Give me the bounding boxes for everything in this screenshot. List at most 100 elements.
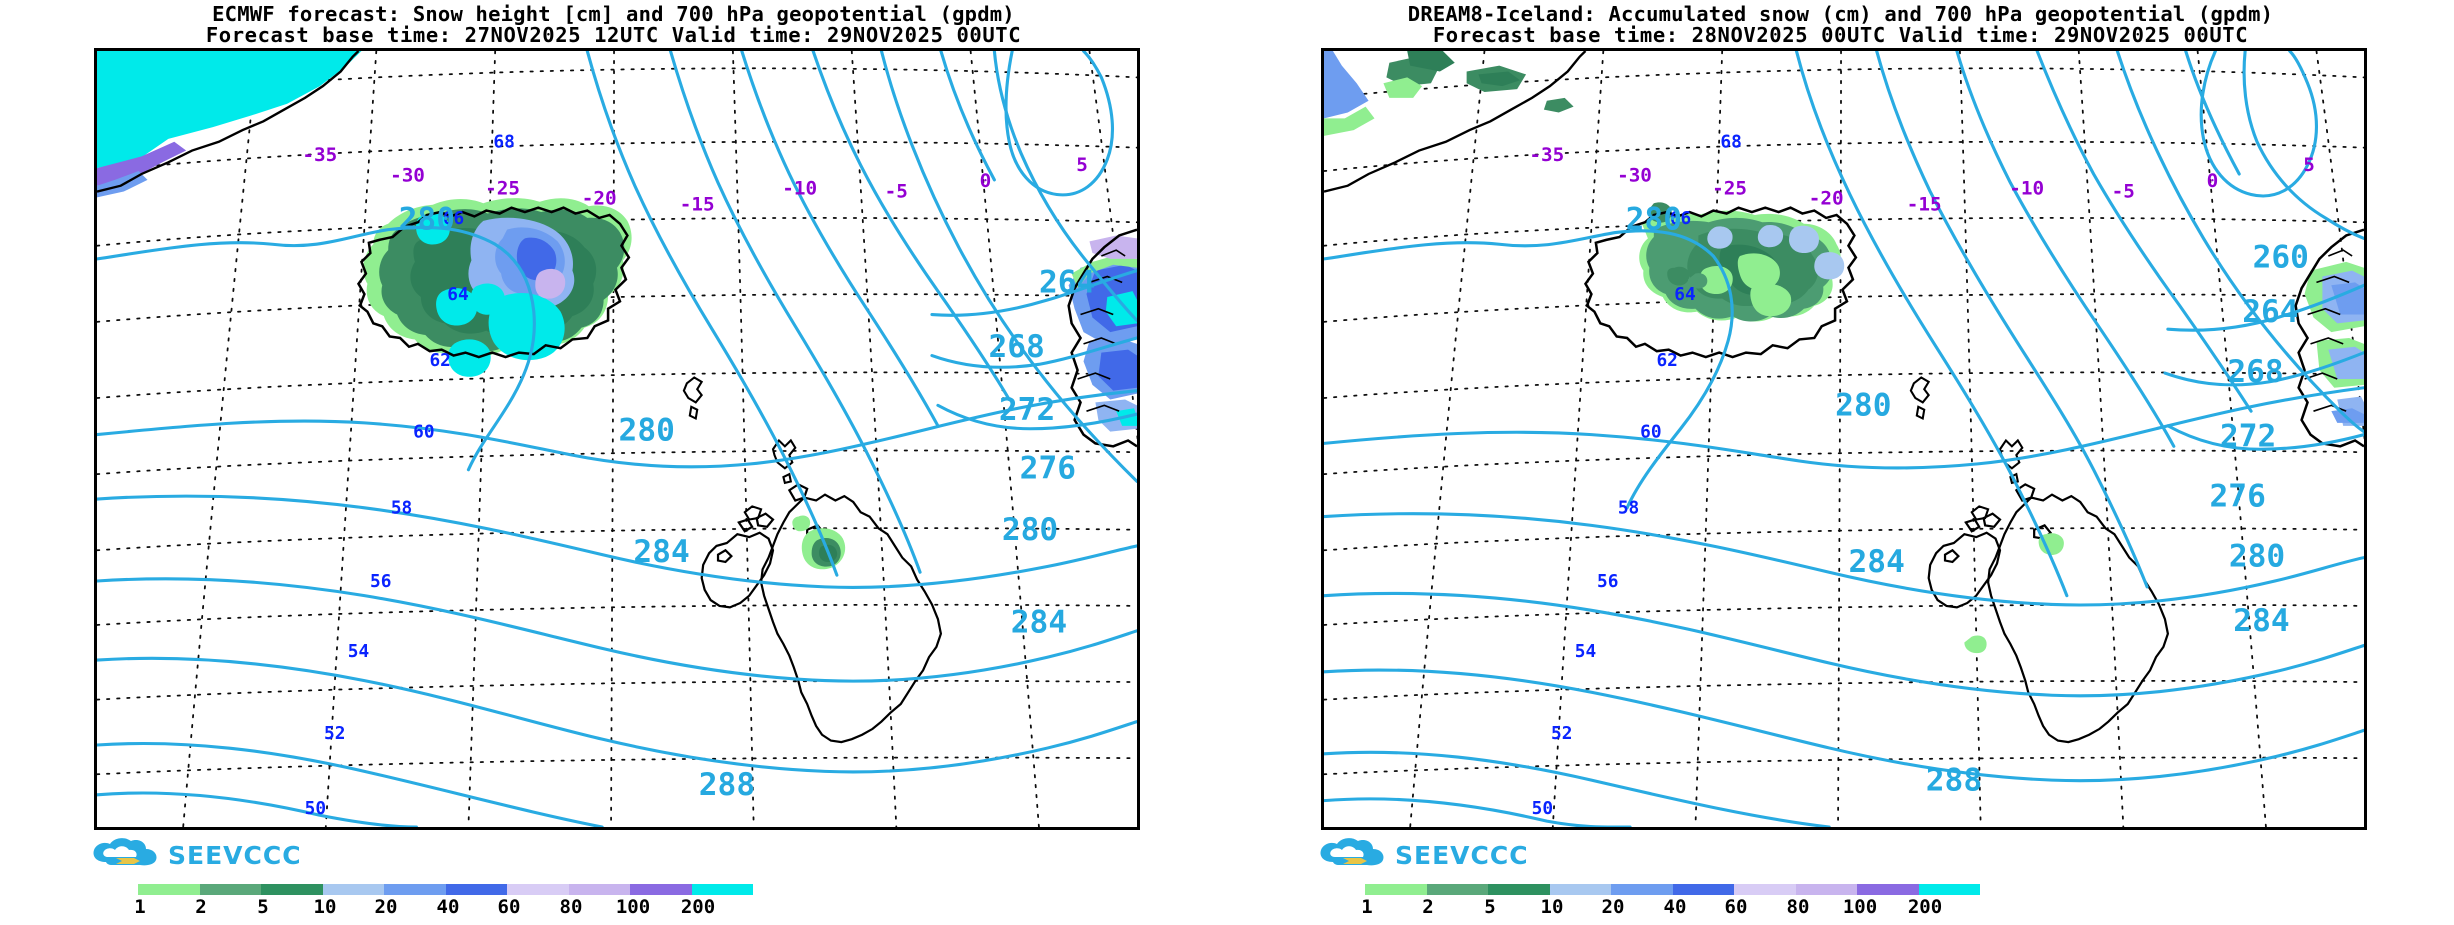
panel-title-line2-left: Forecast base time: 27NOV2025 12UTC Vali… <box>205 23 1022 47</box>
colorbar-tick: 80 <box>1786 896 1810 918</box>
svg-text:288: 288 <box>699 767 755 803</box>
colorbar-swatch <box>445 884 507 895</box>
colorbar-swatch <box>630 884 692 895</box>
contour-labels-ecmwf: 280 264 268 272 280 276 280 284 284 288 <box>399 202 1096 803</box>
graticule-ecmwf <box>97 51 1137 827</box>
colorbar-tick: 5 <box>1484 896 1496 918</box>
colorbar-tick: 10 <box>1540 896 1564 918</box>
map-canvas-ecmwf: -35 -30 -25 -20 -15 -10 -5 0 5 68 66 64 <box>97 51 1137 827</box>
panel-dream8: DREAM8-Iceland: Accumulated snow (cm) an… <box>1227 0 2454 925</box>
geopotential-contours-ecmwf <box>97 51 1137 827</box>
svg-text:0: 0 <box>2207 169 2219 192</box>
map-frame-ecmwf[interactable]: -35 -30 -25 -20 -15 -10 -5 0 5 68 66 64 <box>94 48 1140 830</box>
colorbar-swatches-right <box>1365 884 1980 895</box>
panel-title-block-right: DREAM8-Iceland: Accumulated snow (cm) an… <box>1227 4 2454 46</box>
svg-text:52: 52 <box>324 724 345 744</box>
cloud-icon-right <box>1320 838 1384 866</box>
coastline-britain-dream8 <box>1927 483 2170 744</box>
snow-shading-iceland-ecmwf <box>363 198 632 377</box>
svg-text:58: 58 <box>1618 499 1639 519</box>
cloud-icon-left <box>93 838 157 866</box>
colorbar-tick: 20 <box>374 896 398 918</box>
svg-text:264: 264 <box>1039 265 1095 301</box>
colorbar-right: 1 2 5 10 20 40 60 80 100 200 <box>1335 880 2355 922</box>
svg-text:-5: -5 <box>2112 180 2135 203</box>
seevccc-logo-text-left: SEEVCCC <box>168 841 302 870</box>
svg-text:5: 5 <box>2303 153 2315 176</box>
svg-text:66: 66 <box>443 209 464 229</box>
colorbar-tick: 200 <box>1907 896 1943 918</box>
coastline-greenland-dream8 <box>1324 51 1587 193</box>
colorbar-swatch <box>1734 884 1796 895</box>
svg-text:5: 5 <box>1076 153 1088 176</box>
colorbar-swatch <box>1488 884 1550 895</box>
colorbar-tick: 100 <box>1842 896 1878 918</box>
colorbar-swatch <box>1365 884 1427 895</box>
coastline-greenland-ecmwf <box>97 51 360 193</box>
snow-shading-norway-dream8 <box>2304 261 2364 426</box>
svg-text:268: 268 <box>988 329 1044 365</box>
colorbar-tick: 2 <box>195 896 207 918</box>
svg-text:-20: -20 <box>1809 187 1844 210</box>
colorbar-tick: 60 <box>497 896 521 918</box>
svg-text:276: 276 <box>1020 451 1076 487</box>
seevccc-logo-svg-right: SEEVCCC <box>1320 838 1529 870</box>
coastline-iceland-ecmwf <box>356 206 631 359</box>
colorbar-tick: 2 <box>1422 896 1434 918</box>
svg-text:284: 284 <box>633 534 689 570</box>
svg-text:272: 272 <box>2220 419 2276 455</box>
svg-text:-30: -30 <box>1617 163 1652 186</box>
svg-text:264: 264 <box>2242 294 2298 330</box>
svg-text:-20: -20 <box>582 187 617 210</box>
colorbar-swatch <box>261 884 323 895</box>
colorbar-tick: 5 <box>257 896 269 918</box>
colorbar-tick: 10 <box>313 896 337 918</box>
svg-text:-30: -30 <box>390 163 425 186</box>
colorbar-tick: 80 <box>559 896 583 918</box>
panel-title-line1-left: ECMWF forecast: Snow height [cm] and 700… <box>212 2 1015 26</box>
svg-text:-25: -25 <box>485 177 520 200</box>
map-canvas-dream8: -35 -30 -25 -20 -15 -10 -5 0 5 68 66 64 <box>1324 51 2364 827</box>
svg-text:62: 62 <box>1656 351 1677 371</box>
svg-text:260: 260 <box>2253 240 2309 276</box>
colorbar-swatch <box>1549 884 1611 895</box>
svg-text:52: 52 <box>1551 724 1572 744</box>
seevccc-logo-text-right: SEEVCCC <box>1395 841 1529 870</box>
svg-text:-25: -25 <box>1712 177 1747 200</box>
colorbar-swatch <box>1857 884 1919 895</box>
svg-text:280: 280 <box>619 413 675 449</box>
map-frame-dream8[interactable]: -35 -30 -25 -20 -15 -10 -5 0 5 68 66 64 <box>1321 48 2367 830</box>
svg-text:62: 62 <box>429 351 450 371</box>
svg-text:284: 284 <box>1849 544 1905 580</box>
svg-text:276: 276 <box>2210 479 2266 515</box>
svg-text:56: 56 <box>1597 572 1618 592</box>
colorbar-swatches-left <box>138 884 753 895</box>
svg-text:284: 284 <box>2233 603 2289 639</box>
lat-labels-dream8: 68 66 64 62 60 58 56 54 52 50 <box>1532 133 1742 819</box>
svg-text:-35: -35 <box>1529 143 1564 166</box>
svg-text:284: 284 <box>1011 604 1067 640</box>
svg-text:60: 60 <box>413 423 434 443</box>
panel-title-block-left: ECMWF forecast: Snow height [cm] and 700… <box>0 4 1227 46</box>
svg-text:-15: -15 <box>680 193 715 216</box>
svg-text:280: 280 <box>1002 512 1058 548</box>
colorbar-swatch <box>1795 884 1857 895</box>
colorbar-tick: 60 <box>1724 896 1748 918</box>
svg-text:-10: -10 <box>782 177 817 200</box>
panel-title-line1-right: DREAM8-Iceland: Accumulated snow (cm) an… <box>1407 2 2274 26</box>
colorbar-swatch <box>1426 884 1488 895</box>
svg-text:-15: -15 <box>1907 193 1942 216</box>
coastline-britain-ecmwf <box>700 483 943 744</box>
colorbar-swatch <box>691 884 753 895</box>
seevccc-logo-right: SEEVCCC <box>1315 836 1575 874</box>
colorbar-swatch <box>1918 884 1980 895</box>
colorbar-swatch <box>568 884 630 895</box>
svg-text:68: 68 <box>1720 133 1741 153</box>
coastline-iceland-dream8 <box>1583 206 1858 359</box>
colorbar-tick: 200 <box>680 896 716 918</box>
seevccc-logo-left: SEEVCCC <box>88 836 348 874</box>
svg-text:288: 288 <box>1926 763 1982 799</box>
svg-text:-10: -10 <box>2009 177 2044 200</box>
svg-text:66: 66 <box>1670 209 1691 229</box>
svg-text:64: 64 <box>447 285 468 305</box>
